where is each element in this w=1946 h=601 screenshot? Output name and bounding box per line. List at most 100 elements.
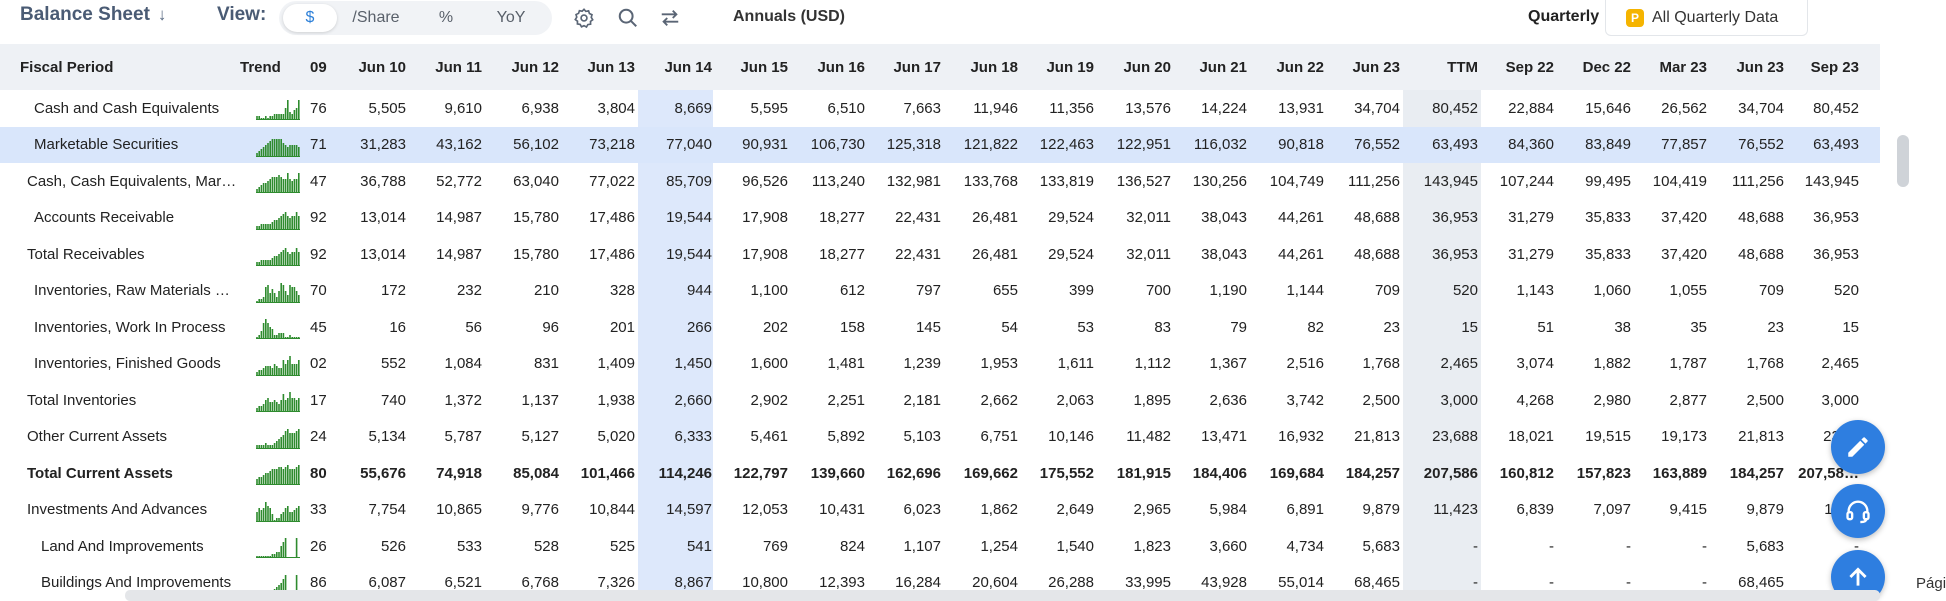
toolbar: Balance Sheet ↓ View: $ /Share % YoY Ann… (0, 0, 1880, 36)
sparkline-bar (265, 286, 267, 303)
value-cell: 328 (609, 282, 635, 300)
vertical-scrollbar[interactable] (1880, 0, 1900, 601)
column-header-jun-18[interactable]: Jun 18 (970, 58, 1018, 76)
sparkline-bar (278, 217, 280, 230)
value-cell: 34,704 (1354, 99, 1400, 117)
sparkline-bar (291, 114, 293, 120)
value-cell: 232 (456, 282, 482, 300)
value-cell: 1,112 (1134, 355, 1171, 373)
sparkline-bar (269, 260, 271, 266)
sparkline-bar (287, 359, 289, 376)
value-cell: 26,481 (972, 209, 1018, 227)
column-header-ttm[interactable]: TTM (1447, 58, 1478, 76)
table-row[interactable]: Marketable Securities 71 31,283 43,162 56,10… (0, 126, 1880, 163)
table-row[interactable]: Total Inventories 17 740 1,372 1,137 1,938 2,6… (0, 382, 1880, 419)
sparkline-bar (260, 444, 263, 449)
sparkline-bar (271, 329, 274, 339)
column-header-jun-11[interactable]: Jun 11 (435, 58, 482, 76)
gear-icon[interactable] (572, 6, 596, 30)
table-row[interactable]: Total Current Assets 80 55,676 74,918 85,084… (0, 455, 1880, 492)
view-option-percent[interactable]: % (438, 9, 454, 26)
sparkline-bar (269, 179, 271, 193)
value-cell-first: 86 (310, 574, 327, 592)
sparkline-bar (265, 260, 267, 266)
column-header-jun-17[interactable]: Jun 17 (893, 58, 941, 76)
column-header-dec-22[interactable]: Dec 22 (1582, 58, 1631, 76)
table-row[interactable]: Investments And Advances 33 7,754 10,865 9,7… (0, 492, 1880, 529)
column-header-jun-23[interactable]: Jun 23 (1352, 58, 1400, 76)
value-cell: 10,146 (1048, 428, 1094, 446)
column-header-mar-23[interactable]: Mar 23 (1659, 58, 1707, 76)
column-header-jun-13[interactable]: Jun 13 (587, 58, 635, 76)
sparkline-bar (282, 511, 285, 522)
statement-selector[interactable]: Balance Sheet ↓ (20, 4, 166, 26)
all-quarterly-data-button[interactable]: P All Quarterly Data (1605, 0, 1808, 36)
sparkline-bar (276, 335, 278, 339)
value-cell: 19,544 (666, 209, 712, 227)
sparkline-bar (291, 144, 293, 157)
sparkline-bar (262, 507, 265, 522)
table-row[interactable]: Inventories, Finished Goods 02 552 1,084 831… (0, 346, 1880, 383)
table-row[interactable]: Cash and Cash Equivalents 76 5,505 9,610 6,9… (0, 90, 1880, 127)
column-header-jun-12[interactable]: Jun 12 (511, 58, 559, 76)
value-cell: 1,254 (980, 537, 1018, 555)
sparkline-bar (293, 286, 296, 303)
value-cell: 143,945 (1804, 172, 1859, 190)
sparkline-bar (258, 116, 260, 120)
support-button[interactable] (1831, 484, 1885, 538)
value-cell: 48,688 (1738, 209, 1784, 227)
value-cell: 8,669 (674, 99, 712, 117)
value-cell: 18,277 (819, 245, 865, 263)
value-cell: 31,283 (360, 136, 406, 154)
view-option-dollar[interactable]: $ (283, 4, 337, 32)
value-cell: 63,493 (1432, 136, 1478, 154)
value-cell-first: 76 (310, 99, 327, 117)
column-header-jun-10[interactable]: Jun 10 (358, 58, 406, 76)
view-option-per-share[interactable]: /Share (352, 9, 400, 26)
column-header-jun-16[interactable]: Jun 16 (817, 58, 865, 76)
column-header-jun-22[interactable]: Jun 22 (1276, 58, 1324, 76)
sparkline-baseline (256, 119, 300, 120)
table-row[interactable]: Cash, Cash Equivalents, Mar… 47 36,788 52,7… (0, 163, 1880, 200)
swap-icon[interactable] (658, 6, 682, 30)
sparkline-bar (267, 260, 269, 266)
column-header-sep-22[interactable]: Sep 22 (1505, 58, 1554, 76)
sparkline-bar (295, 467, 298, 485)
column-header-jun-14[interactable]: Jun 14 (664, 58, 712, 76)
value-cell: 3,000 (1821, 391, 1859, 409)
value-cell: 175,552 (1039, 464, 1094, 482)
column-header-jun-23[interactable]: Jun 23 (1736, 58, 1784, 76)
table-row[interactable]: Inventories, Raw Materials … 70 172 232 210 3… (0, 273, 1880, 310)
value-cell-first: 24 (310, 428, 327, 446)
table-row[interactable]: Inventories, Work In Process 45 16 56 96 201 2… (0, 309, 1880, 346)
sparkline-bar (295, 538, 298, 558)
column-header-jun-19[interactable]: Jun 19 (1046, 58, 1094, 76)
value-cell: 831 (533, 355, 559, 373)
value-cell: 202 (762, 318, 788, 336)
vertical-scroll-thumb[interactable] (1897, 135, 1909, 187)
value-cell: 90,931 (742, 136, 788, 154)
value-cell: 80,452 (1813, 99, 1859, 117)
column-header-jun-20[interactable]: Jun 20 (1123, 58, 1171, 76)
column-header-first: 09 (310, 58, 327, 76)
sparkline-bar (256, 189, 258, 193)
table-row[interactable]: Buildings And Improvements 86 6,087 6,521 6,… (0, 565, 1880, 601)
trend-sparkline (256, 428, 300, 449)
column-header-jun-15[interactable]: Jun 15 (740, 58, 788, 76)
value-cell: 1,084 (444, 355, 482, 373)
table-row[interactable]: Other Current Assets 24 5,134 5,787 5,127 5,0… (0, 419, 1880, 456)
row-label: Total Current Assets (27, 464, 173, 482)
edit-button[interactable] (1831, 420, 1885, 474)
table-row[interactable]: Total Receivables 92 13,014 14,987 15,780 17,… (0, 236, 1880, 273)
value-cell: 1,823 (1133, 537, 1171, 555)
search-icon[interactable] (616, 6, 640, 30)
value-cell: 22,431 (895, 209, 941, 227)
table-row[interactable]: Land And Improvements 26 526 533 528 525 541 76… (0, 528, 1880, 565)
column-header-jun-21[interactable]: Jun 21 (1199, 58, 1247, 76)
column-header-sep-23[interactable]: Sep 23 (1810, 58, 1859, 76)
value-cell: 526 (380, 537, 406, 555)
view-option-yoy[interactable]: YoY (496, 9, 526, 26)
table-row[interactable]: Accounts Receivable 92 13,014 14,987 15,780 1… (0, 200, 1880, 237)
horizontal-scrollbar[interactable] (125, 590, 1880, 601)
sparkline-bar (278, 290, 280, 303)
